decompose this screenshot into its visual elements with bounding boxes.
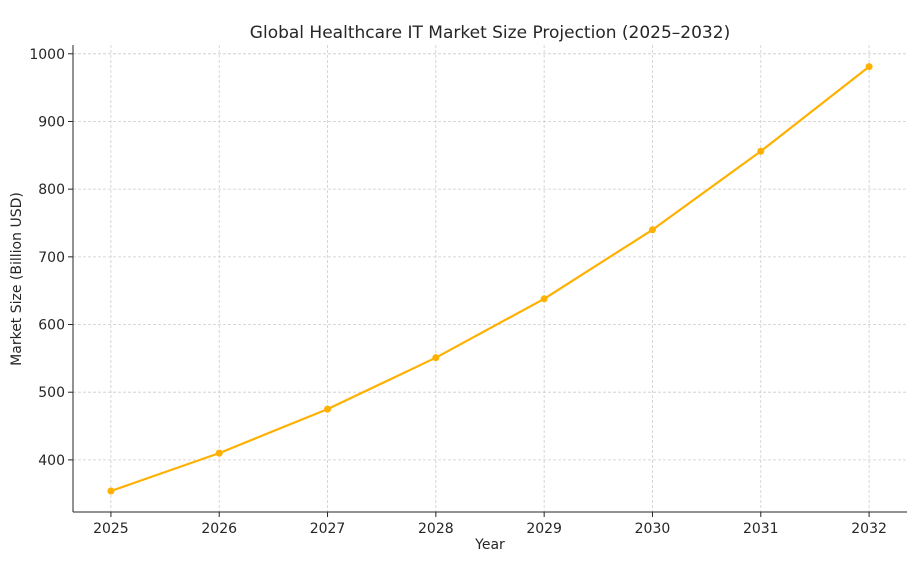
x-tick-label: 2028 [418,521,454,537]
y-tick-label: 600 [38,318,65,334]
grid [73,45,907,512]
data-point [757,147,765,155]
y-tick-label: 500 [38,385,65,401]
y-tick-label: 700 [38,250,65,266]
y-tick-label: 1000 [29,47,65,63]
series [107,63,873,495]
x-axis-label: Year [474,537,505,553]
data-point [215,449,223,457]
x-tick-label: 2025 [93,521,129,537]
x-tick-label: 2026 [201,521,237,537]
x-tick-label: 2030 [635,521,671,537]
axes [72,45,907,513]
series-line [110,65,870,493]
ticks: 2025 2026 2027 2028 2029 2030 2031 2032 400 500 60… [29,47,887,537]
x-tick-label: 2027 [310,521,346,537]
chart-title: Global Healthcare IT Market Size Project… [250,23,730,43]
data-point [865,63,873,71]
data-point [432,354,440,362]
y-tick-label: 900 [38,114,65,130]
y-axis-label: Market Size (Billion USD) [9,192,25,366]
x-tick-label: 2031 [743,521,779,537]
x-tick-label: 2029 [526,521,562,537]
y-tick-label: 400 [38,453,65,469]
x-tick-label: 2032 [851,521,887,537]
y-tick-label: 800 [38,182,65,198]
data-point [540,295,548,303]
data-point [648,226,656,234]
data-point [107,487,115,495]
data-point [324,405,332,413]
